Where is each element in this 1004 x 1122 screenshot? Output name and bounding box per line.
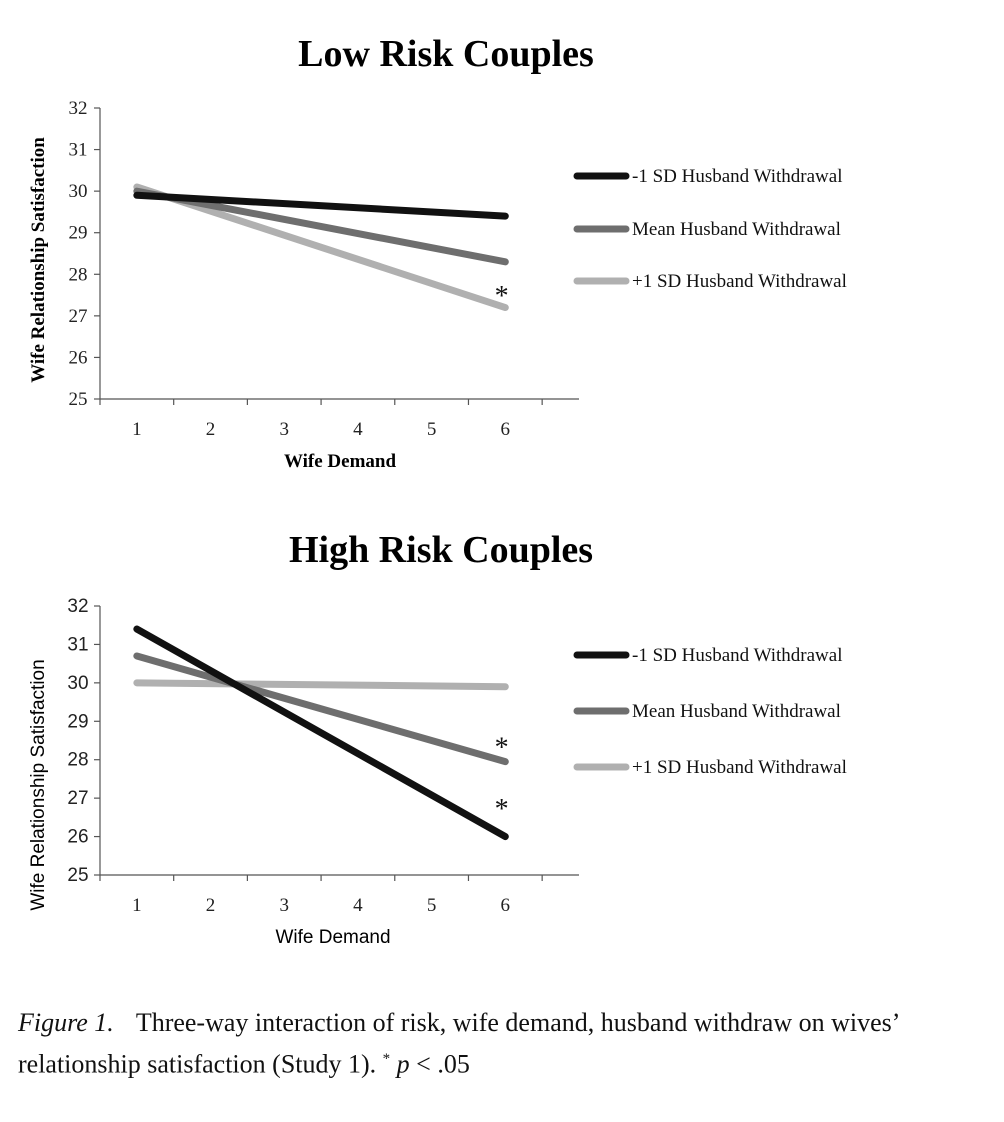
- series-lines: [133, 183, 509, 312]
- x-tick-label: 6: [501, 895, 511, 916]
- axes: 25 26 27 28 29 30 31 32 1 2 3 4 5 6: [67, 596, 579, 916]
- legend: -1 SD Husband Withdrawal Mean Husband Wit…: [573, 166, 847, 292]
- y-tick-label: 31: [67, 634, 88, 655]
- annotations: **: [495, 732, 509, 824]
- x-tick-label: 5: [427, 895, 437, 916]
- legend: -1 SD Husband Withdrawal Mean Husband Wit…: [573, 645, 847, 778]
- x-tick-label: 1: [132, 419, 142, 440]
- legend-label: +1 SD Husband Withdrawal: [632, 757, 847, 778]
- y-tick-label: 26: [67, 827, 88, 848]
- x-tick-label: 4: [353, 895, 363, 916]
- high-risk-chart: High Risk Couples Wife Relationship Sati…: [28, 529, 847, 948]
- significance-asterisk: *: [495, 732, 509, 763]
- y-tick-label: 26: [69, 347, 88, 368]
- legend-label: Mean Husband Withdrawal: [632, 219, 841, 240]
- y-tick-label: 27: [67, 788, 88, 809]
- series-line: [133, 652, 509, 766]
- y-tick-label: 29: [67, 711, 88, 732]
- significance-asterisk: *: [495, 281, 509, 312]
- x-tick-label: 2: [206, 419, 216, 440]
- y-tick-label: 27: [69, 306, 88, 327]
- annotations: *: [495, 281, 509, 312]
- x-tick-label: 1: [132, 895, 142, 916]
- figure-caption: Figure 1. Three-way interaction of risk, …: [18, 1005, 978, 1083]
- y-tick-label: 25: [69, 389, 88, 410]
- y-tick-label: 32: [67, 596, 88, 617]
- figure-label: Figure 1.: [18, 1008, 114, 1037]
- x-tick-label: 5: [427, 419, 437, 440]
- y-tick-label: 25: [67, 865, 88, 886]
- chart-title: Low Risk Couples: [298, 33, 594, 75]
- legend-label: -1 SD Husband Withdrawal: [632, 166, 843, 187]
- legend-label: Mean Husband Withdrawal: [632, 701, 841, 722]
- caption-text: Three-way interaction of risk, wife dema…: [18, 1008, 899, 1079]
- p-symbol: p: [396, 1049, 410, 1079]
- axes: 25 26 27 28 29 30 31 32 1 2 3 4 5 6: [69, 98, 579, 440]
- series-line: [133, 187, 509, 266]
- x-tick-label: 3: [279, 895, 289, 916]
- series-line: [133, 183, 509, 312]
- x-tick-label: 6: [501, 419, 511, 440]
- significance-marker: *: [382, 1051, 391, 1067]
- x-tick-label: 3: [279, 419, 289, 440]
- legend-label: -1 SD Husband Withdrawal: [632, 645, 843, 666]
- significance-asterisk: *: [495, 794, 509, 825]
- y-axis-label: Wife Relationship Satisfaction: [28, 659, 49, 910]
- legend-label: +1 SD Husband Withdrawal: [632, 271, 847, 292]
- series-line: [133, 679, 509, 691]
- y-tick-label: 31: [69, 140, 88, 161]
- series-line: [133, 191, 509, 220]
- x-axis-label: Wife Demand: [275, 927, 390, 948]
- y-tick-label: 28: [69, 264, 88, 285]
- series-line: [133, 625, 509, 841]
- y-tick-label: 32: [69, 98, 88, 119]
- y-tick-label: 30: [67, 673, 88, 694]
- x-tick-label: 4: [353, 419, 363, 440]
- low-risk-chart: Low Risk Couples Wife Relationship Satis…: [28, 33, 847, 472]
- y-axis-label: Wife Relationship Satisfaction: [28, 137, 49, 383]
- x-axis-label: Wife Demand: [284, 451, 396, 472]
- y-tick-label: 30: [69, 181, 88, 202]
- y-tick-label: 29: [69, 223, 88, 244]
- p-threshold: < .05: [416, 1049, 470, 1079]
- y-tick-label: 28: [67, 750, 88, 771]
- chart-title: High Risk Couples: [289, 529, 593, 571]
- x-tick-label: 2: [206, 895, 216, 916]
- series-lines: [133, 625, 509, 841]
